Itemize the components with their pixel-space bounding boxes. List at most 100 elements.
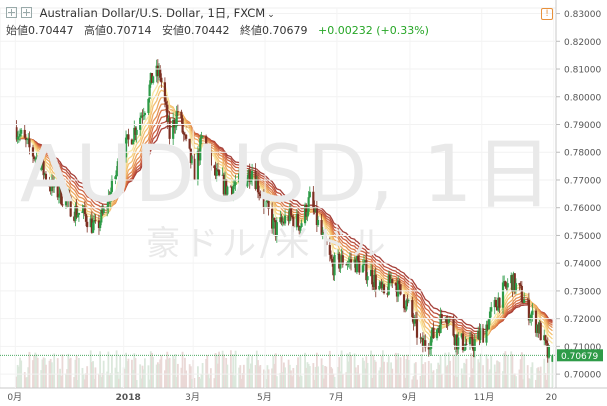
candle-body <box>415 318 419 338</box>
volume-bar <box>404 377 407 388</box>
volume-bar <box>114 367 117 388</box>
y-tick-label: 0.79000 <box>564 121 601 131</box>
candle-body <box>514 283 518 291</box>
candle-body <box>229 186 232 188</box>
volume-bar <box>248 368 251 388</box>
volume-bar <box>341 373 344 388</box>
y-axis[interactable]: 0.83000 0.82000 0.81000 0.80000 0.79000 0.780… <box>0 0 603 389</box>
volume-bar <box>328 350 331 388</box>
volume-bar <box>548 356 550 388</box>
candle-body <box>130 139 134 145</box>
candle-body <box>457 337 460 350</box>
x-axis[interactable]: 0月 2018 3月 5月 7月 9月 11月 20 <box>0 8 607 403</box>
candle-body <box>282 221 285 224</box>
candle-body <box>388 275 392 284</box>
volume-bar <box>167 358 170 388</box>
candle-body <box>291 215 294 218</box>
volume-bar <box>306 362 309 388</box>
volume-bar <box>453 375 456 388</box>
candle-body <box>222 174 225 195</box>
candle-body <box>180 111 183 119</box>
alert-icon[interactable]: ! <box>541 8 553 20</box>
candle-body <box>413 317 416 324</box>
candle-body <box>102 208 105 214</box>
candle-body <box>292 217 295 228</box>
candle-body <box>23 129 26 138</box>
chevron-down-icon[interactable]: ⌄ <box>267 10 275 20</box>
volume-bar <box>28 351 31 388</box>
candle-body <box>250 170 254 180</box>
volume-bar <box>515 376 517 388</box>
candle-body <box>412 317 415 324</box>
volume-bar <box>462 373 464 388</box>
candle-body <box>539 322 542 341</box>
volume-bar <box>93 378 96 388</box>
candle-body <box>51 179 55 188</box>
candle-body <box>332 263 335 276</box>
y-tick-label: 0.76000 <box>564 204 601 214</box>
volume-bar <box>59 368 61 388</box>
volume-bar <box>184 357 186 388</box>
candle-body <box>419 337 422 339</box>
candle-body <box>493 299 496 308</box>
candle-body <box>215 169 218 176</box>
volume-bar <box>50 362 53 388</box>
candle-body <box>176 111 179 113</box>
ma-line <box>16 114 553 335</box>
volume-bar <box>290 370 292 388</box>
volume-bar <box>523 354 526 388</box>
volume-bar <box>299 355 302 388</box>
candle-body <box>365 260 368 281</box>
volume-bar <box>424 362 427 388</box>
candle-body <box>481 328 485 343</box>
volume-bar <box>189 366 192 388</box>
candle-body <box>406 300 409 302</box>
volume-bar <box>172 355 175 388</box>
candle-body <box>521 302 525 304</box>
volume-bar <box>250 363 252 388</box>
candle-body <box>107 196 110 207</box>
candle-body <box>518 283 521 285</box>
volume-bar <box>239 365 242 388</box>
candle-body <box>506 283 509 288</box>
compare-icon[interactable] <box>21 7 32 18</box>
volume-bar <box>438 364 441 388</box>
candle-body <box>238 173 241 183</box>
candle-body <box>89 218 92 228</box>
expand-icon[interactable] <box>6 7 17 18</box>
volume-bar <box>412 376 415 388</box>
candle-body <box>391 278 394 284</box>
candle-body <box>248 170 251 183</box>
candle-body <box>470 337 473 339</box>
volume-bar <box>271 368 274 388</box>
candle-body <box>468 337 472 345</box>
volume-bar <box>94 367 97 388</box>
volume-bar <box>502 371 504 388</box>
symbol-title[interactable]: Australian Dollar/U.S. Dollar, 1日, FXCM <box>39 6 266 20</box>
candle-body <box>439 314 442 333</box>
volume-bar <box>398 373 401 388</box>
candle-body <box>233 184 236 187</box>
volume-bar <box>332 373 335 388</box>
candle-body <box>465 343 468 345</box>
candle-body <box>339 263 342 269</box>
volume-bar <box>226 364 229 388</box>
volume-bar <box>378 370 381 388</box>
candle-body <box>50 179 53 192</box>
volume-bar <box>111 354 113 388</box>
candle-body <box>386 293 389 295</box>
candle-body <box>496 306 499 311</box>
volume-bar <box>222 354 225 388</box>
candle-body <box>534 310 538 333</box>
volume-bar <box>312 363 315 388</box>
volume-bar <box>437 362 440 388</box>
candle-body <box>463 349 466 351</box>
volume-bar <box>176 363 179 388</box>
volume-bar <box>214 353 217 388</box>
volume-bar <box>25 377 27 388</box>
volume-bar <box>81 367 84 388</box>
candle-body <box>56 179 59 198</box>
candle-body <box>147 98 150 113</box>
volume-bar <box>405 359 408 388</box>
